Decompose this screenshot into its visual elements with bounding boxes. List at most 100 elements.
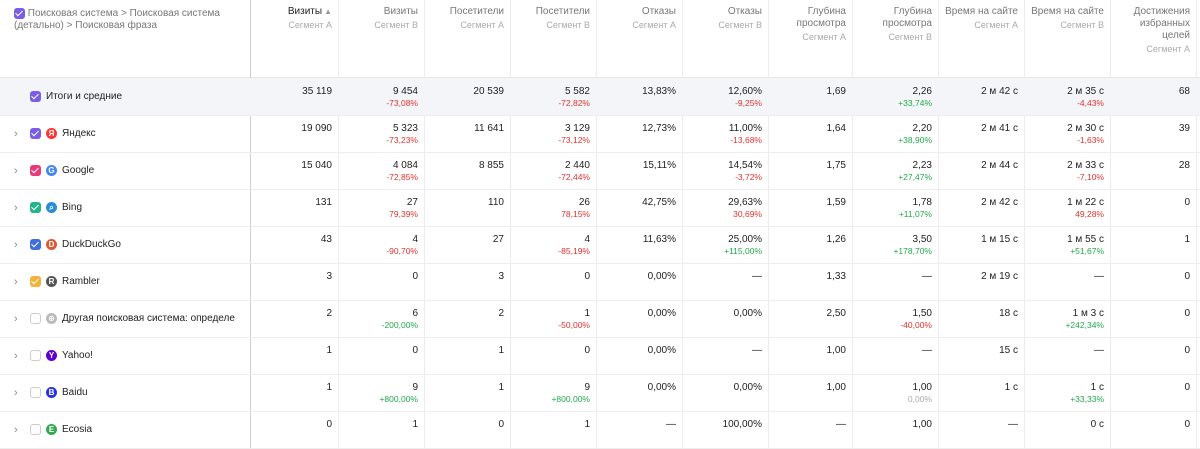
metric-value: 1,00	[826, 345, 846, 356]
metric-delta: -4,43%	[1077, 98, 1104, 108]
metric-cell: 100,00%	[682, 419, 768, 431]
row-label: Bing	[62, 202, 83, 213]
expand-chevron-icon[interactable]: ›	[14, 349, 18, 362]
metric-value: 11,00%	[728, 123, 762, 134]
table-row[interactable]: › ⊕ Другая поисковая система: определе 2 6 -2…	[0, 300, 1200, 338]
table-row[interactable]: › R Rambler 3 0 3 0 0,00% — 1,33 — 2 м 19 с — 0	[0, 263, 1200, 301]
sort-arrow-icon[interactable]: ▲	[324, 7, 332, 16]
metric-value: —	[922, 271, 932, 282]
column-header[interactable]: Посетители Сегмент B	[510, 6, 596, 31]
column-header[interactable]: Отказы Сегмент B	[682, 6, 768, 31]
metric-cell: 68	[1110, 86, 1196, 98]
dimension-header-label: Поисковая система > Поисковая система (д…	[14, 8, 220, 32]
metric-delta: -85,19%	[558, 246, 590, 256]
metric-value: 15 с	[999, 345, 1018, 356]
metric-value: —	[752, 345, 762, 356]
select-all-checkbox-icon[interactable]	[14, 8, 25, 19]
expand-chevron-icon[interactable]: ›	[14, 275, 18, 288]
metric-value: 1 с	[1090, 382, 1104, 393]
column-header[interactable]: Посетители Сегмент A	[424, 6, 510, 31]
metric-cell: 6 -200,00%	[338, 308, 424, 331]
expand-chevron-icon[interactable]: ›	[14, 127, 18, 140]
metric-value: 3,50	[912, 234, 932, 245]
metric-value: 12,73%	[642, 123, 676, 134]
table-row[interactable]: › Y Yahoo! 1 0 1 0 0,00% — 1,00 — 15 с — 0	[0, 337, 1200, 375]
metric-cell: 1 -50,00%	[510, 308, 596, 331]
metric-cell: 9 +800,00%	[510, 382, 596, 405]
metric-value: 131	[315, 197, 332, 208]
row-dimension: › E Ecosia	[0, 411, 250, 448]
column-header[interactable]: Время на сайте Сегмент A	[938, 6, 1024, 31]
row-checkbox-icon[interactable]	[30, 239, 41, 250]
row-checkbox-icon[interactable]	[30, 350, 41, 361]
metric-delta: +11,07%	[898, 209, 932, 219]
metric-value: 0,00%	[647, 382, 676, 393]
metric-delta: 0,00%	[907, 394, 932, 404]
column-header[interactable]: Отказы Сегмент A	[596, 6, 682, 31]
column-header[interactable]: Визиты ▲ Сегмент A	[250, 6, 338, 31]
expand-chevron-icon[interactable]: ›	[14, 238, 18, 251]
metric-value: 0	[326, 419, 332, 430]
table-header: Поисковая система > Поисковая система (д…	[0, 0, 1200, 78]
row-checkbox-icon[interactable]	[30, 276, 41, 287]
expand-chevron-icon[interactable]: ›	[14, 312, 18, 325]
metric-cell: 1,64	[768, 123, 852, 135]
expand-chevron-icon[interactable]: ›	[14, 201, 18, 214]
table-row[interactable]: › B Baidu 1 9 +800,00% 1 9 +800,00% 0,00% 0,00% 1,0…	[0, 374, 1200, 412]
metric-delta: +33,74%	[898, 98, 932, 108]
row-checkbox-icon[interactable]	[30, 424, 41, 435]
dimension-header[interactable]: Поисковая система > Поисковая система (д…	[14, 8, 234, 32]
metric-value: 4	[584, 234, 590, 245]
metric-value: —	[752, 271, 762, 282]
expand-chevron-icon[interactable]: ›	[14, 423, 18, 436]
table-row[interactable]: › ⌕ Bing 131 27 79,39% 110 26 78,15% 42,75% 29,63%…	[0, 189, 1200, 227]
metric-value: 15,11%	[642, 160, 676, 171]
row-checkbox-icon[interactable]	[30, 202, 41, 213]
metric-cell: 1	[250, 345, 338, 357]
row-checkbox-icon[interactable]	[30, 165, 41, 176]
globe-icon: ⊕	[46, 313, 57, 324]
metric-delta: -73,23%	[386, 135, 418, 145]
metric-cell: 0,00%	[682, 308, 768, 320]
metric-value: 2 м 42 с	[981, 197, 1018, 208]
table-row[interactable]: › Я Яндекс 19 090 5 323 -73,23% 11 641 3 129 -73…	[0, 115, 1200, 153]
column-title: Отказы	[641, 6, 676, 17]
row-dimension: › R Rambler	[0, 263, 250, 300]
column-segment: Сегмент B	[718, 20, 762, 30]
totals-checkbox-icon[interactable]	[30, 91, 41, 102]
metric-cell: 25,00% +115,00%	[682, 234, 768, 257]
column-header[interactable]: Визиты Сегмент B	[338, 6, 424, 31]
column-header[interactable]: Глубина просмотра Сегмент B	[852, 6, 938, 43]
column-divider	[938, 0, 939, 448]
metric-value: 1,69	[826, 86, 846, 97]
metric-delta: +38,90%	[898, 135, 932, 145]
metric-cell: 27 79,39%	[338, 197, 424, 220]
table-row[interactable]: › E Ecosia 0 1 0 1 — 100,00% — 1,00 — 0 с 0	[0, 411, 1200, 449]
row-checkbox-icon[interactable]	[30, 128, 41, 139]
metric-cell: 0 с	[1024, 419, 1110, 431]
metric-value: 28	[1178, 160, 1190, 171]
column-header[interactable]: Достижения избранных целей Сегмент A	[1110, 6, 1196, 55]
column-header[interactable]: Глубина просмотра Сегмент A	[768, 6, 852, 43]
totals-row[interactable]: Итоги и средние 35 119 9 454 -73,08% 20 539 5…	[0, 78, 1200, 116]
row-checkbox-icon[interactable]	[30, 387, 41, 398]
table-row[interactable]: › D DuckDuckGo 43 4 -90,70% 27 4 -85,19% 11,63% 25…	[0, 226, 1200, 264]
metric-value: 4	[412, 234, 418, 245]
column-divider	[1024, 0, 1025, 448]
metric-cell: 1	[338, 419, 424, 431]
row-label: Яндекс	[62, 128, 96, 139]
table-row[interactable]: › G Google 15 040 4 084 -72,85% 8 855 2 440 -72,…	[0, 152, 1200, 190]
expand-chevron-icon[interactable]: ›	[14, 164, 18, 177]
column-header[interactable]: Время на сайте Сегмент B	[1024, 6, 1110, 31]
metric-value: 43	[320, 234, 332, 245]
row-checkbox-icon[interactable]	[30, 313, 41, 324]
metric-value: 42,75%	[642, 197, 676, 208]
metric-cell: 1,00	[852, 419, 938, 431]
metric-cell: 0	[1110, 382, 1196, 394]
column-title: Отказы	[727, 6, 762, 17]
expand-chevron-icon[interactable]: ›	[14, 386, 18, 399]
metric-delta: -72,44%	[558, 172, 590, 182]
column-segment: Сегмент A	[460, 20, 504, 30]
column-title: Время на сайте	[1031, 6, 1104, 17]
metric-value: 1,00	[912, 419, 932, 430]
